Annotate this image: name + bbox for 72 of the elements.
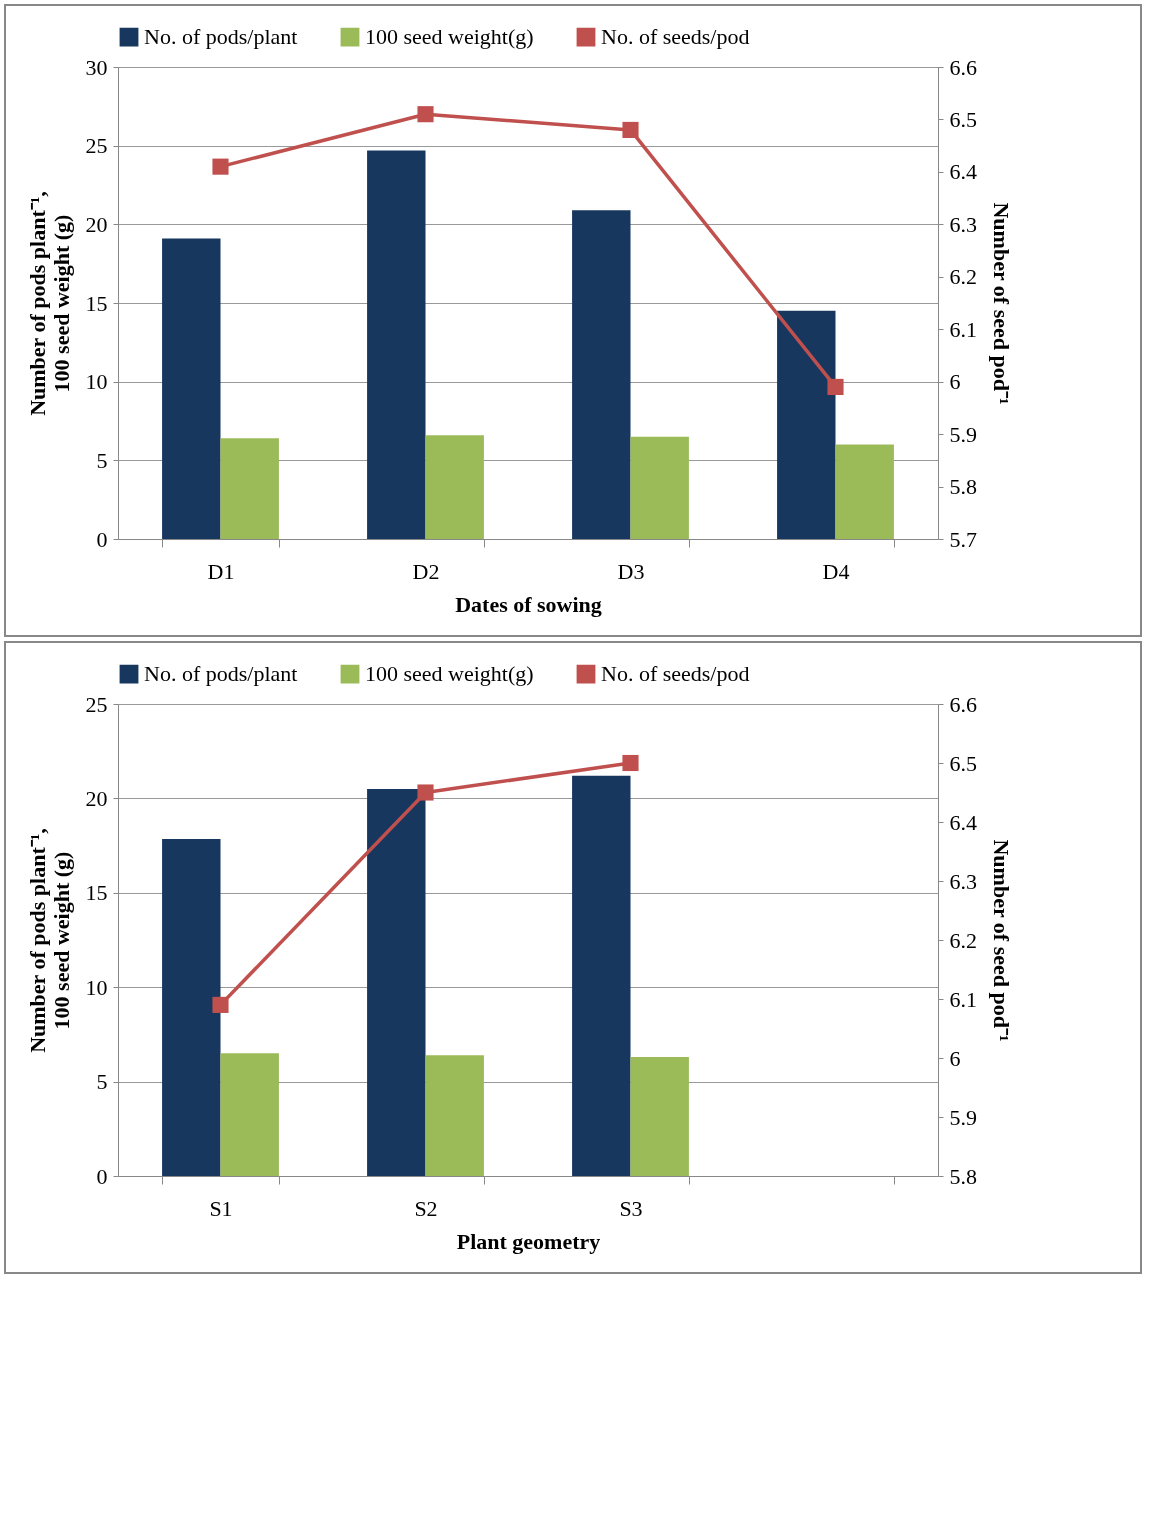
legend-label: No. of pods/plant	[144, 24, 298, 50]
x-tick-label: S1	[209, 1195, 233, 1221]
bar	[630, 436, 689, 539]
bar	[425, 435, 484, 539]
point	[212, 996, 229, 1013]
y2-tick-label: 6	[949, 369, 961, 395]
y2-tick-label: 6.1	[949, 316, 977, 342]
y2-tick-label: 6.2	[949, 264, 977, 290]
bar	[367, 150, 426, 539]
point	[212, 158, 229, 175]
bar	[220, 438, 279, 539]
y-tick-label: 10	[85, 974, 108, 1000]
y2-tick-label: 6.1	[949, 986, 977, 1012]
bar	[220, 1053, 279, 1176]
point	[417, 106, 434, 123]
y2-tick-label: 6.3	[949, 868, 977, 894]
y-axis-title: Number of pods plant⁻¹, 100 seed weight (g)	[24, 828, 74, 1053]
y-tick-label: 5	[96, 447, 108, 473]
bar	[835, 444, 894, 539]
y-tick-label: 25	[85, 133, 108, 159]
y2-tick-label: 6.5	[949, 750, 977, 776]
y-tick-label: 15	[85, 290, 108, 316]
legend-label: 100 seed weight(g)	[365, 661, 534, 687]
y2-tick-label: 5.9	[949, 1104, 977, 1130]
point	[622, 754, 639, 772]
y2-axis-title: Number of seed pod⁻¹	[989, 202, 1014, 405]
point	[827, 378, 844, 395]
y2-tick-label: 5.8	[949, 474, 977, 500]
x-tick-label: D1	[207, 558, 235, 584]
legend-label: No. of seeds/pod	[601, 24, 750, 50]
y2-tick-label: 6.3	[949, 211, 977, 237]
y-tick-label: 30	[85, 54, 108, 80]
y-tick-label: 0	[96, 1163, 108, 1189]
bar	[572, 775, 631, 1176]
x-tick-label: D4	[822, 558, 850, 584]
bar	[777, 310, 836, 539]
y-tick-label: 20	[85, 785, 108, 811]
y2-tick-label: 6.2	[949, 927, 977, 953]
y2-tick-label: 5.8	[949, 1163, 977, 1189]
legend-label: No. of seeds/pod	[601, 661, 750, 687]
x-tick-label: D2	[412, 558, 440, 584]
y2-tick-label: 6	[949, 1045, 961, 1071]
bar	[572, 210, 631, 539]
y2-tick-label: 5.9	[949, 421, 977, 447]
y2-tick-label: 5.7	[949, 526, 977, 552]
y-tick-label: 0	[96, 526, 108, 552]
x-axis-title: Plant geometry	[456, 1228, 601, 1254]
y2-axis-title: Number of seed pod⁻¹	[989, 839, 1014, 1042]
y-axis-title: Number of pods plant⁻¹, 100 seed weight (g)	[24, 191, 74, 416]
bar	[367, 788, 426, 1176]
y2-tick-label: 6.6	[949, 54, 977, 80]
y-tick-label: 10	[85, 369, 108, 395]
bar	[162, 238, 221, 539]
y-tick-label: 5	[96, 1069, 108, 1095]
y2-tick-label: 6.4	[949, 809, 977, 835]
y2-tick-label: 6.6	[949, 691, 977, 717]
legend-label: No. of pods/plant	[144, 661, 298, 687]
y-tick-label: 15	[85, 880, 108, 906]
point	[417, 784, 434, 801]
y2-tick-label: 6.4	[949, 159, 977, 185]
bar	[425, 1055, 484, 1176]
legend-label: 100 seed weight(g)	[365, 24, 534, 50]
bar	[162, 838, 221, 1176]
point	[622, 121, 639, 138]
y-tick-label: 25	[85, 691, 108, 717]
x-tick-label: S2	[414, 1195, 438, 1221]
bar	[630, 1057, 689, 1176]
x-axis-title: Dates of sowing	[455, 591, 602, 617]
y2-tick-label: 6.5	[949, 106, 977, 132]
y-tick-label: 20	[85, 211, 108, 237]
x-tick-label: D3	[617, 558, 645, 584]
x-tick-label: S3	[619, 1195, 643, 1221]
